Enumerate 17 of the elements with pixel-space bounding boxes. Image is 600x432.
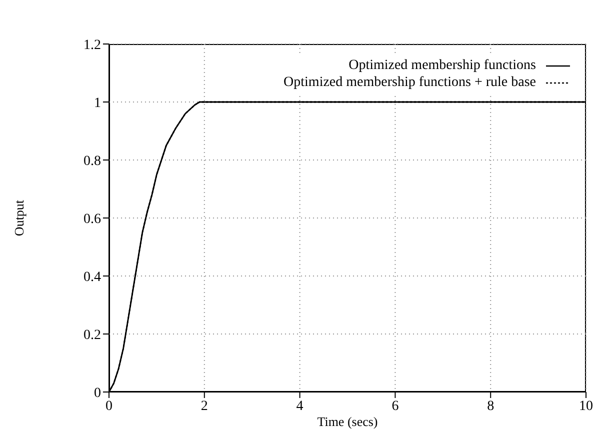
x-tick-label: 10 — [579, 398, 593, 414]
x-tick-label: 0 — [106, 398, 112, 414]
y-tick-label: 1.2 — [84, 38, 101, 53]
y-tick-label: 0.4 — [84, 270, 101, 285]
y-tick-label: 0 — [94, 386, 101, 401]
x-tick-label: 4 — [296, 398, 304, 414]
y-axis-title: Output — [12, 200, 27, 236]
x-tick-label: 6 — [392, 398, 399, 414]
legend-label: Optimized membership functions + rule base — [284, 74, 536, 91]
y-tick-label: 0.8 — [84, 154, 101, 169]
y-tick-label: 0.6 — [84, 212, 101, 227]
x-tick-label: 8 — [487, 398, 494, 414]
y-tick-label: 1 — [94, 96, 101, 111]
y-tick-label: 0.2 — [84, 328, 101, 343]
x-axis-title: Time (secs) — [317, 414, 378, 429]
legend-label: Optimized membership functions — [348, 57, 536, 74]
x-tick-label: 2 — [200, 398, 208, 414]
